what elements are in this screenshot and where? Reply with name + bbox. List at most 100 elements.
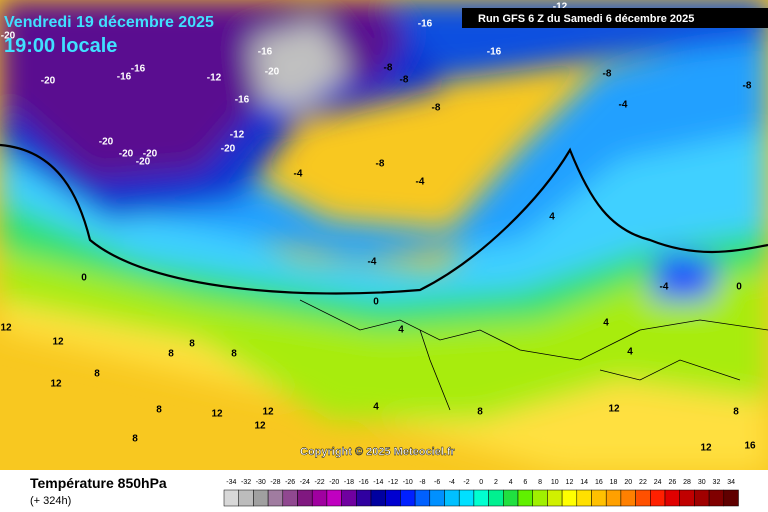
date-text: Vendredi 19 décembre 2025 [4,14,214,31]
scale-swatch [517,489,533,507]
scale-swatch [605,489,622,507]
scale-label: -16 [359,479,369,486]
contour-label: 8 [168,349,174,360]
contour-label: 4 [603,318,609,329]
contour-label: -4 [660,282,669,293]
run-text: Run GFS 6 Z du Samedi 6 décembre 2025 [478,13,694,25]
scale-swatch [458,489,475,507]
scale-label: -34 [226,479,236,486]
scale-swatch [311,489,328,507]
contour-label: -4 [416,177,425,188]
contour-label: -8 [384,63,393,74]
scale-swatch [473,489,489,507]
scale-swatch [664,489,680,507]
scale-label: 18 [610,479,618,486]
scale-label: 30 [698,479,706,486]
scale-label: 14 [580,479,588,486]
scale-label: 12 [566,479,574,486]
scale-label: 0 [479,479,483,486]
contour-label: -4 [294,169,303,180]
scale-label: 34 [727,479,735,486]
contour-label: 12 [700,443,712,454]
scale-swatch [694,489,710,507]
scale-swatch [591,489,607,507]
scale-swatch [223,489,239,507]
contour-label: -20 [99,137,114,148]
contour-label: 0 [81,273,87,284]
contour-label: -20 [1,31,16,42]
contour-label: -4 [368,257,377,268]
scale-label: -26 [285,479,295,486]
time-text: 19:00 locale [4,35,117,57]
contour-label: 12 [254,421,266,432]
scale-label: 16 [595,479,603,486]
contour-label: -20 [265,67,280,78]
scale-swatch [650,489,666,507]
scale-label: 32 [713,479,721,486]
scale-label: -12 [388,479,398,486]
contour-label: 12 [608,404,620,415]
scale-label: -10 [403,479,413,486]
scale-label: 8 [538,479,542,486]
contour-label: 8 [477,407,483,418]
scale-label: 4 [509,479,513,486]
scale-swatch [370,489,386,507]
scale-label: -8 [419,479,425,486]
scale-label: 22 [639,479,647,486]
contour-label: -16 [117,72,132,83]
contour-label: -16 [235,95,250,106]
scale-swatch [385,489,401,507]
scale-swatch [282,489,298,507]
contour-label: 16 [744,441,756,452]
contour-label: -16 [418,19,433,30]
scale-label: -30 [256,479,266,486]
scale-swatch [635,489,651,507]
scale-label: 10 [551,479,559,486]
contour-label: -8 [603,69,612,80]
contour-label: 12 [50,379,62,390]
scale-swatch [400,489,416,507]
scale-swatch [532,489,548,507]
scale-swatch [238,489,254,507]
scale-label: 20 [624,479,632,486]
contour-label: 8 [94,369,100,380]
scale-label: -32 [241,479,251,486]
scale-swatch [356,489,372,507]
contour-label: -8 [432,103,441,114]
scale-label: -22 [314,479,324,486]
contour-label: -20 [221,144,236,155]
run-banner [462,8,768,28]
contour-label: 8 [189,339,195,350]
scale-label: -2 [463,479,469,486]
scale-label: -28 [270,479,280,486]
contour-label: -12 [230,130,245,141]
contour-label: -16 [258,47,273,58]
contour-label: 4 [627,347,633,358]
scale-swatch [429,489,445,507]
scale-swatch [547,489,563,507]
contour-label: 8 [231,349,237,360]
contour-label: 12 [262,407,274,418]
scale-swatch [253,489,269,507]
contour-label: -8 [400,75,409,86]
contour-label: -8 [743,81,752,92]
scale-swatch [503,489,519,507]
scale-label: 6 [523,479,527,486]
scale-swatch [267,489,284,507]
scale-label: 26 [668,479,676,486]
scale-swatch [297,489,313,507]
contour-label: -20 [136,157,151,168]
contour-label: -8 [376,159,385,170]
contour-label: -16 [487,47,502,58]
scale-swatch [723,489,739,507]
contour-label: -20 [41,76,56,87]
contour-label: -20 [143,149,158,160]
contour-label: -20 [119,149,134,160]
scale-label: -20 [329,479,339,486]
contour-label: 4 [373,402,379,413]
scale-swatch [679,489,695,507]
scale-swatch [620,489,636,507]
contour-label: -12 [553,2,568,13]
scale-swatch [561,489,578,507]
